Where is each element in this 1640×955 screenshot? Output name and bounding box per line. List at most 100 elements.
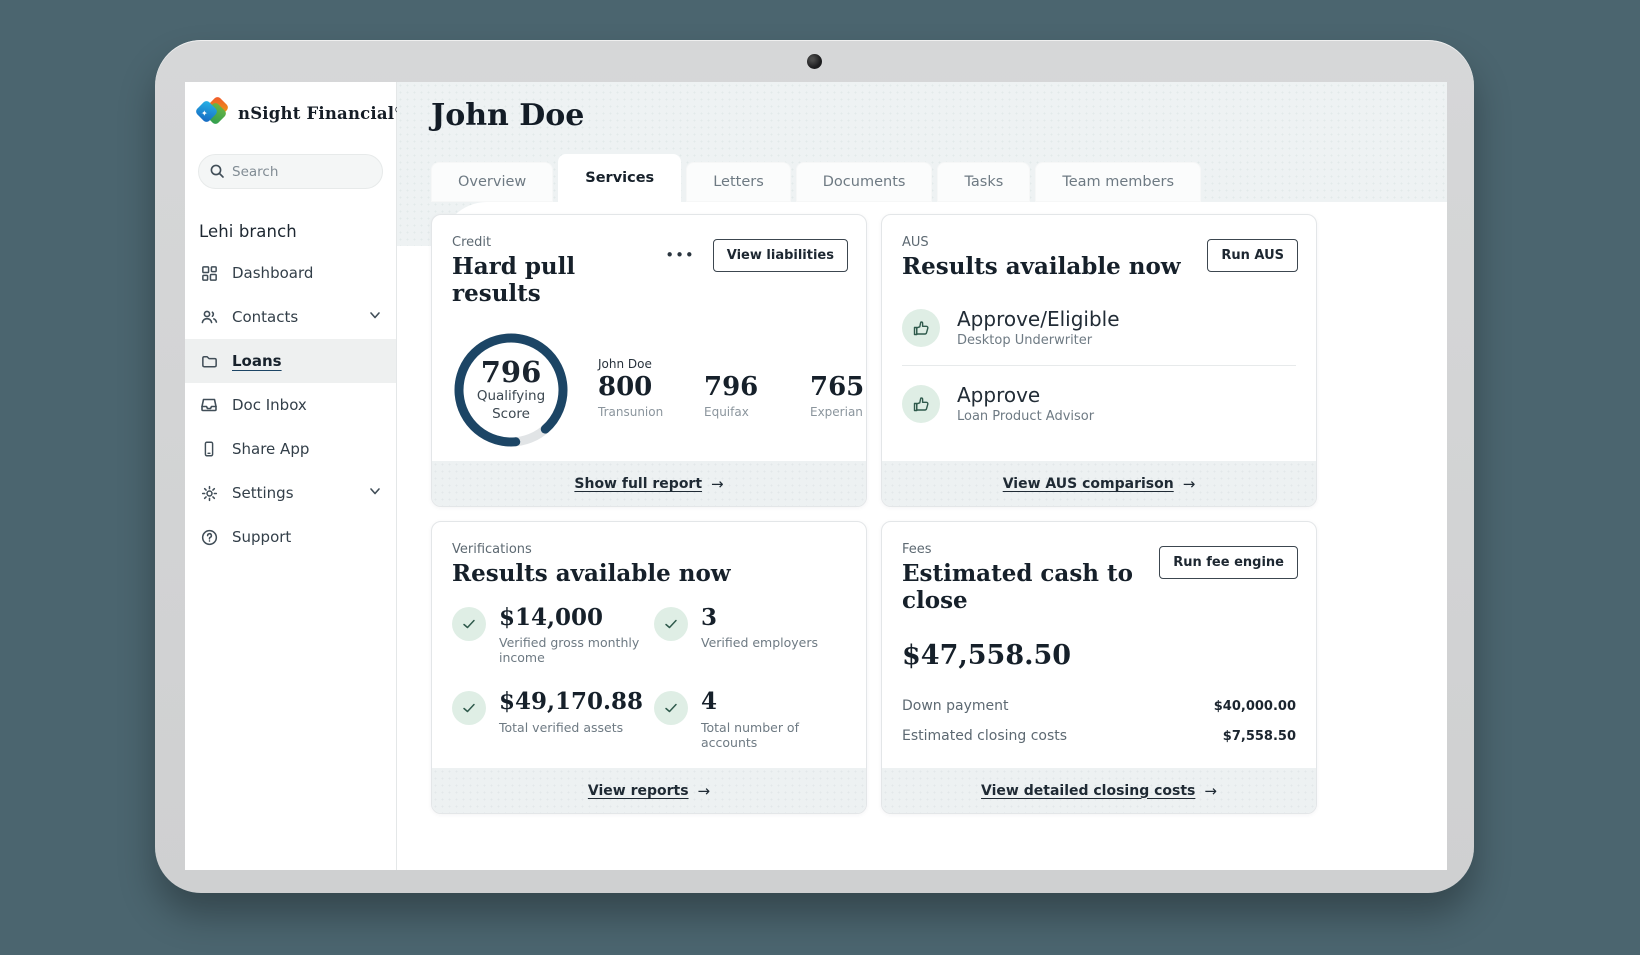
verification-value: 4: [701, 688, 718, 716]
chevron-down-icon: [368, 484, 382, 502]
sidebar-item-doc-inbox[interactable]: Doc Inbox: [185, 383, 396, 427]
view-reports-link[interactable]: View reports →: [432, 768, 866, 813]
aus-engine: Desktop Underwriter: [957, 333, 1093, 348]
tab-bar: Overview Services Letters Documents Task…: [431, 154, 1202, 202]
view-liabilities-button[interactable]: View liabilities: [712, 239, 848, 272]
credit-card: Credit Hard pull results ••• View liabil…: [431, 214, 867, 507]
show-full-report-link[interactable]: Show full report →: [432, 461, 866, 506]
cash-to-close-total: $47,558.50: [902, 640, 1072, 671]
bureau-scores: John Doe 800 Transunion 796 Equifax 765 …: [598, 357, 866, 423]
view-aus-comparison-link[interactable]: View AUS comparison →: [882, 461, 1316, 506]
fee-row: Estimated closing costs $7,558.50: [902, 721, 1296, 751]
fee-label: Estimated closing costs: [902, 728, 1068, 744]
sidebar-item-label: Doc Inbox: [232, 396, 307, 414]
aus-status: Approve/Eligible: [957, 307, 1120, 331]
bureau-transunion: John Doe 800 Transunion: [598, 357, 670, 419]
more-options-icon[interactable]: •••: [665, 246, 695, 264]
dashboard-icon: [199, 263, 219, 283]
contacts-icon: [199, 307, 219, 327]
verification-items: $14,000 Verified gross monthly income 3 …: [432, 587, 866, 760]
sidebar-item-label: Settings: [232, 484, 294, 502]
verification-value: $49,170.88: [499, 688, 644, 716]
cards-grid: Credit Hard pull results ••• View liabil…: [431, 214, 1318, 814]
fee-value: $7,558.50: [1222, 728, 1296, 744]
card-title: Estimated cash to close: [902, 560, 1133, 614]
thumbs-up-icon: [902, 384, 940, 423]
verification-item: $49,170.88 Total verified assets: [452, 689, 644, 749]
support-help-icon: [199, 527, 219, 547]
sparkle-icon: ✦: [201, 109, 208, 118]
bureau-equifax: 796 Equifax: [704, 372, 776, 419]
search-icon: [209, 163, 225, 183]
card-category: Fees: [902, 542, 932, 557]
verification-item: 4 Total number of accounts: [654, 688, 846, 750]
gauge-label: Score: [492, 406, 530, 423]
bureau-score: 765: [810, 372, 865, 403]
bureau-name: Equifax: [704, 404, 749, 419]
sidebar-item-label: Share App: [232, 440, 310, 458]
share-app-phone-icon: [199, 439, 219, 459]
logo-text: nSight Financial®: [238, 104, 402, 123]
verification-label: Verified gross monthly income: [499, 635, 640, 666]
bureau-name: Experian: [810, 404, 863, 419]
app-screen: ✦ nSight Financial® Lehi branch Dashboar…: [185, 82, 1447, 870]
tab-letters[interactable]: Letters: [686, 162, 791, 202]
view-detailed-closing-costs-link[interactable]: View detailed closing costs →: [882, 768, 1316, 813]
check-icon: [452, 691, 486, 726]
tab-services[interactable]: Services: [558, 154, 682, 202]
verification-item: $14,000 Verified gross monthly income: [452, 605, 644, 665]
sidebar-item-label: Support: [232, 528, 292, 546]
aus-result-row: Approve Loan Product Advisor: [902, 365, 1296, 441]
verification-label: Total number of accounts: [701, 719, 799, 750]
arrow-right-icon: →: [1182, 474, 1196, 493]
bureau-score: 796: [704, 372, 759, 403]
sidebar-item-loans[interactable]: Loans: [185, 339, 396, 383]
tab-documents[interactable]: Documents: [795, 162, 933, 202]
sidebar-item-label: Loans: [232, 352, 282, 370]
search-input[interactable]: [198, 154, 383, 189]
bureau-name: Transunion: [598, 404, 664, 419]
sidebar: ✦ nSight Financial® Lehi branch Dashboar…: [185, 82, 402, 870]
chevron-down-icon: [368, 308, 382, 326]
card-title: Results available now: [452, 560, 731, 587]
run-aus-button[interactable]: Run AUS: [1207, 239, 1298, 272]
arrow-right-icon: →: [697, 781, 711, 800]
fee-value: $40,000.00: [1213, 698, 1296, 714]
aus-result-row: Approve/Eligible Desktop Underwriter: [902, 290, 1296, 365]
sidebar-item-settings[interactable]: Settings: [185, 471, 396, 515]
verification-label: Verified employers: [701, 635, 819, 651]
thumbs-up-icon: [902, 308, 940, 347]
sidebar-item-label: Dashboard: [232, 264, 314, 282]
card-category: Verifications: [452, 542, 532, 557]
card-category: Credit: [452, 235, 492, 250]
doc-inbox-icon: [199, 395, 219, 415]
aus-status: Approve: [957, 383, 1041, 407]
tab-team-members[interactable]: Team members: [1035, 162, 1202, 202]
qualifying-score-value: 796: [480, 354, 542, 389]
run-fee-engine-button[interactable]: Run fee engine: [1159, 546, 1298, 579]
tab-tasks[interactable]: Tasks: [937, 162, 1031, 202]
aus-engine: Loan Product Advisor: [957, 409, 1095, 424]
sidebar-item-contacts[interactable]: Contacts: [185, 295, 396, 339]
fee-label: Down payment: [902, 698, 1009, 714]
aus-card: AUS Results available now Run AUS: [881, 214, 1317, 507]
verification-value: 3: [701, 604, 718, 631]
loans-folder-icon: [199, 351, 219, 371]
sidebar-item-dashboard[interactable]: Dashboard: [185, 251, 396, 295]
bureau-score: 800: [598, 372, 653, 403]
sidebar-item-support[interactable]: Support: [185, 515, 396, 559]
settings-gear-icon: [199, 483, 219, 503]
sidebar-item-share-app[interactable]: Share App: [185, 427, 396, 471]
main-area: John Doe Overview Services Letters Docum…: [397, 82, 1447, 870]
card-title: Results available now: [902, 253, 1181, 280]
fees-card: Fees Estimated cash to close Run fee eng…: [881, 521, 1317, 814]
tablet-camera-dot: [807, 54, 822, 69]
gauge-label: Qualifying: [476, 388, 546, 404]
check-icon: [654, 607, 688, 641]
qualifying-score-gauge: 796 Qualifying Score: [450, 329, 572, 451]
arrow-right-icon: →: [1204, 781, 1217, 800]
verification-value: $14,000: [499, 604, 604, 631]
bureau-experian: 765 Experian: [810, 372, 866, 419]
tab-overview[interactable]: Overview: [431, 162, 554, 202]
app-logo: ✦ nSight Financial®: [185, 82, 402, 128]
